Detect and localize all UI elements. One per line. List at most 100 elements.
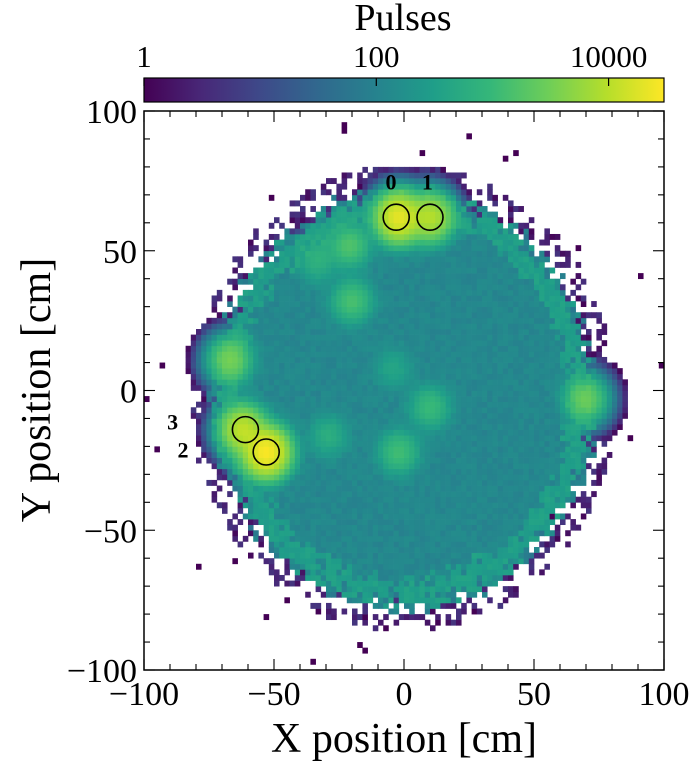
heatmap-cell [253, 429, 259, 436]
heatmap-cell [450, 502, 457, 509]
heatmap-cell [502, 351, 509, 358]
heatmap-cell [482, 273, 488, 280]
heatmap-cell [414, 256, 420, 263]
heatmap-cell [528, 329, 535, 335]
heatmap-cell [409, 424, 415, 430]
heatmap-cell [362, 233, 368, 240]
heatmap-cell [388, 233, 394, 240]
heatmap-cell [242, 474, 249, 481]
heatmap-cell [544, 474, 550, 481]
heatmap-cell [492, 552, 498, 559]
heatmap-cell [388, 345, 394, 352]
heatmap-cell [414, 586, 420, 593]
heatmap-cell [284, 267, 290, 274]
heatmap-cell [362, 401, 368, 408]
heatmap-cell [419, 239, 426, 246]
heatmap-cell [528, 457, 535, 464]
heatmap-cell [456, 233, 462, 240]
heatmap-cell [554, 306, 561, 313]
heatmap-cell [227, 451, 233, 458]
heatmap-cell [279, 289, 285, 296]
heatmap-cell [502, 194, 509, 201]
heatmap-cell [471, 278, 478, 285]
heatmap-cell [518, 323, 524, 330]
heatmap-cell [362, 580, 368, 587]
heatmap-cell [383, 362, 389, 369]
heatmap-cell [326, 602, 332, 609]
heatmap-cell [471, 396, 478, 403]
heatmap-cell [263, 519, 270, 526]
heatmap-cell [258, 301, 264, 307]
heatmap-cell [268, 457, 275, 464]
heatmap-cell [450, 351, 457, 358]
heatmap-cell [378, 166, 384, 173]
heatmap-cell [294, 345, 301, 352]
heatmap-cell [367, 463, 374, 470]
heatmap-cell [492, 301, 498, 307]
heatmap-cell [565, 485, 571, 492]
pmt-annotations: 0 132 [167, 169, 433, 462]
heatmap-cell [518, 474, 524, 481]
heatmap-cell [258, 356, 264, 363]
heatmap-cell [326, 329, 332, 335]
heatmap-cell [513, 446, 519, 453]
heatmap-cell [383, 535, 389, 542]
heatmap-cell [476, 474, 483, 481]
heatmap-cell [372, 340, 379, 347]
heatmap-cell [258, 491, 264, 498]
heatmap-cell [362, 368, 368, 375]
heatmap-cell [196, 424, 202, 430]
heatmap-cell [476, 295, 483, 302]
heatmap-cell [534, 440, 540, 447]
heatmap-cell [534, 424, 540, 430]
heatmap-cell [513, 513, 519, 520]
heatmap-cell [253, 396, 259, 403]
heatmap-cell [404, 362, 410, 369]
heatmap-cell [383, 301, 389, 307]
heatmap-cell [315, 530, 322, 537]
heatmap-cell [580, 312, 587, 319]
heatmap-cell [357, 463, 363, 470]
heatmap-cell [445, 597, 452, 604]
heatmap-cell [268, 541, 275, 548]
heatmap-cell [242, 440, 249, 447]
heatmap-cell [580, 418, 587, 425]
heatmap-cell [300, 457, 306, 464]
pmt-circle-3 [231, 415, 260, 444]
heatmap-cell [435, 435, 441, 442]
heatmap-cell [357, 356, 363, 363]
heatmap-cell [326, 323, 332, 330]
heatmap-cell [596, 345, 602, 352]
heatmap-cell [508, 267, 514, 274]
heatmap-cell [398, 446, 405, 453]
heatmap-cell [471, 334, 478, 341]
heatmap-cell [456, 440, 462, 447]
heatmap-cell [289, 312, 296, 319]
heatmap-cell [305, 317, 311, 324]
heatmap-cell [367, 189, 374, 196]
heatmap-cell [502, 379, 509, 386]
heatmap-cell [554, 356, 561, 363]
heatmap-cell [430, 183, 436, 190]
heatmap-cell [336, 535, 342, 542]
heatmap-cell [341, 222, 348, 229]
heatmap-cell [554, 535, 561, 542]
heatmap-cell [383, 429, 389, 436]
heatmap-cell [305, 435, 311, 442]
heatmap-cell [190, 412, 197, 419]
heatmap-cell [508, 502, 514, 509]
heatmap-cell [461, 390, 467, 397]
heatmap-cell [404, 396, 410, 403]
heatmap-cell [523, 250, 530, 257]
heatmap-cell [539, 301, 545, 307]
heatmap-cell [508, 429, 514, 436]
heatmap-cell [300, 491, 306, 498]
heatmap-cell [284, 468, 290, 475]
heatmap-cell [388, 373, 394, 380]
heatmap-cell [430, 558, 436, 565]
heatmap-cell [445, 463, 452, 470]
heatmap-cell [513, 479, 519, 486]
heatmap-cell [362, 362, 368, 369]
heatmap-cell [279, 530, 285, 537]
heatmap-cell [601, 429, 608, 436]
